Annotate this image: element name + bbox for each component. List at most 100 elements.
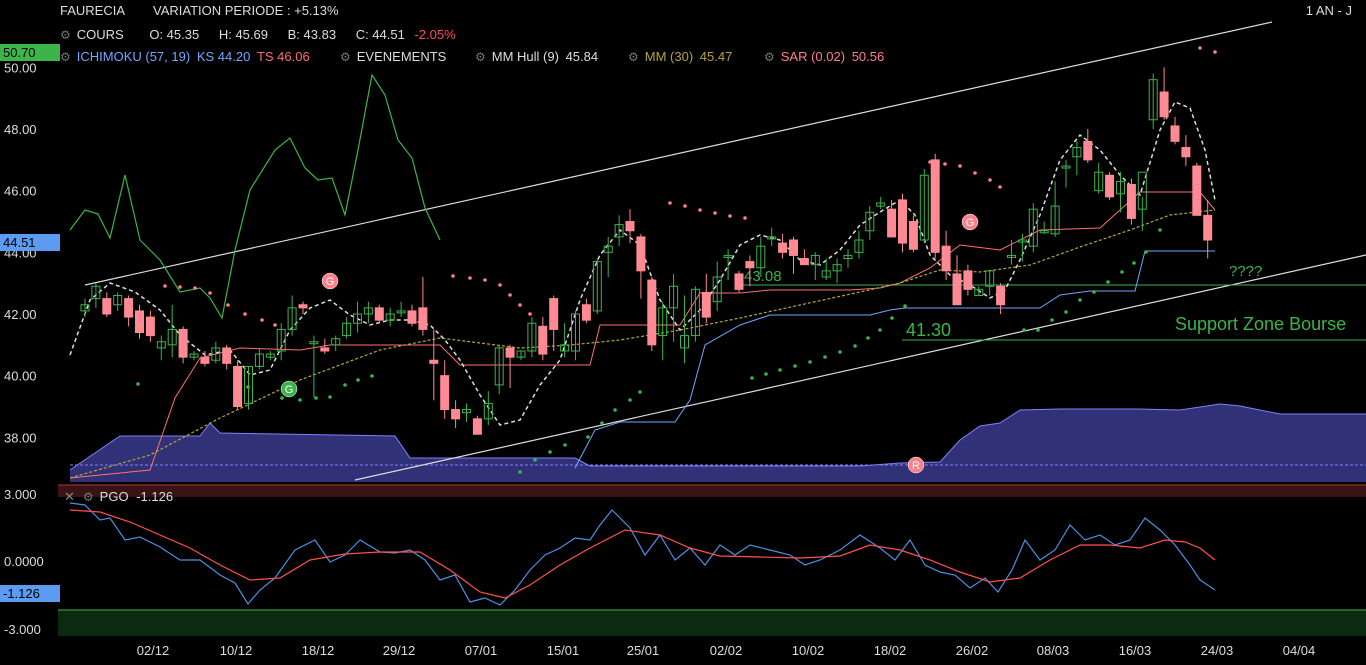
gear-icon[interactable]: ⚙ — [60, 28, 71, 42]
sar-dot — [998, 185, 1002, 189]
sar-dot — [1106, 280, 1110, 284]
candle-body — [342, 322, 352, 337]
sar-dot — [1198, 46, 1202, 50]
annotation-level-1: 43.08 — [744, 268, 782, 285]
gear-icon[interactable]: ⚙ — [60, 50, 71, 64]
candle-body — [1017, 239, 1027, 243]
candle-body — [571, 313, 580, 352]
sar-dot — [178, 285, 182, 289]
candle-body — [505, 347, 515, 358]
x-tick-label: 18/12 — [302, 643, 335, 658]
period-selector[interactable]: 1 AN - J — [1305, 3, 1352, 18]
sar-dot — [638, 390, 642, 394]
candle-body — [407, 310, 417, 324]
sar-dot — [713, 211, 717, 215]
candle-body — [222, 347, 232, 364]
candle-body — [211, 347, 221, 361]
sar-dot — [728, 214, 732, 218]
y-tick-label: 40.00 — [4, 369, 37, 384]
legend-sar[interactable]: ⚙ SAR (0.02) 50.56 — [764, 49, 885, 64]
gear-icon[interactable]: ⚙ — [340, 50, 351, 64]
candle-body — [276, 328, 286, 352]
sar-dot — [1022, 328, 1026, 332]
candle-body — [734, 273, 744, 290]
quote-close: C: 44.51 — [355, 27, 405, 42]
last-price-tag: 44.51 — [0, 234, 60, 251]
kijun-line — [574, 250, 1215, 469]
candle-body — [680, 335, 689, 349]
candle-body — [472, 418, 482, 435]
candle-body — [1083, 140, 1093, 161]
sar-dot — [683, 204, 687, 208]
candle-body — [625, 221, 635, 232]
sar-dot — [750, 376, 754, 380]
trend-line-upper — [84, 21, 1273, 286]
osc-tick-label: -3.000 — [4, 622, 41, 637]
candle-body — [658, 307, 668, 337]
sar-dot — [613, 408, 617, 412]
sar-dot — [1078, 298, 1082, 302]
candle-body — [647, 279, 657, 346]
legend-evenements[interactable]: ⚙ EVENEMENTS — [340, 49, 447, 64]
sar-dot — [226, 303, 230, 307]
candle-body — [865, 211, 875, 232]
sar-dot — [533, 458, 537, 462]
x-tick-label: 08/03 — [1037, 643, 1070, 658]
gear-icon[interactable]: ⚙ — [764, 50, 775, 64]
candle-body — [1061, 165, 1071, 169]
candle-body — [1116, 180, 1125, 195]
candle-body — [712, 276, 722, 303]
candle-body — [941, 245, 951, 272]
variation-text: VARIATION PERIODE : +5.13% — [153, 3, 339, 18]
sar-dot — [853, 344, 857, 348]
candle-body — [233, 365, 243, 407]
candle-body — [145, 316, 155, 337]
candle-body — [549, 298, 559, 330]
gear-icon[interactable]: ⚙ — [82, 490, 94, 504]
sar-dot — [743, 216, 747, 220]
candle-body — [832, 264, 842, 272]
x-tick-label: 15/01 — [547, 643, 580, 658]
sar-dot — [451, 274, 455, 278]
gear-icon[interactable]: ⚙ — [475, 50, 486, 64]
event-marker-text: G — [966, 217, 975, 229]
legend-mm-hull[interactable]: ⚙ MM Hull (9) 45.84 — [475, 49, 599, 64]
candle-body — [636, 236, 646, 272]
annotation-support: Support Zone Bourse — [1175, 314, 1346, 334]
sar-dot — [1120, 270, 1124, 274]
x-tick-label: 02/12 — [137, 643, 170, 658]
sar-dot — [793, 364, 797, 368]
candle-body — [331, 338, 341, 346]
sar-dot — [1064, 310, 1068, 314]
candle-body — [930, 159, 940, 253]
sar-dot — [508, 293, 512, 297]
sar-dot — [243, 312, 247, 316]
sar-dot — [866, 336, 870, 340]
candle-body — [483, 402, 493, 420]
legend-ichimoku[interactable]: ⚙ ICHIMOKU (57, 19) KS 44.20 TS 46.06 — [60, 49, 310, 64]
candle-body — [287, 307, 297, 330]
candle-body — [723, 254, 733, 258]
pgo-signal-line — [69, 509, 1216, 599]
candle-body — [908, 221, 918, 250]
candle-body — [189, 353, 199, 358]
sar-dot — [698, 208, 702, 212]
sar-dot — [328, 395, 332, 399]
candle-body — [821, 270, 831, 278]
candle-body — [80, 304, 90, 312]
osc-tick-label: 0.0000 — [4, 554, 44, 569]
event-marker-circle — [321, 272, 339, 290]
candle-body — [778, 242, 788, 253]
sar-dot — [343, 383, 347, 387]
gear-icon[interactable]: ⚙ — [628, 50, 639, 64]
legend-mm30[interactable]: ⚙ MM (30) 45.47 — [628, 49, 733, 64]
close-icon[interactable]: ✕ — [64, 489, 75, 504]
candle-body — [876, 202, 886, 207]
sar-dot — [518, 470, 522, 474]
x-tick-label: 02/02 — [710, 643, 743, 658]
candle-body — [854, 239, 864, 253]
sar-dot — [600, 421, 604, 425]
x-tick-label: 16/03 — [1119, 643, 1152, 658]
candle-body — [963, 270, 973, 290]
